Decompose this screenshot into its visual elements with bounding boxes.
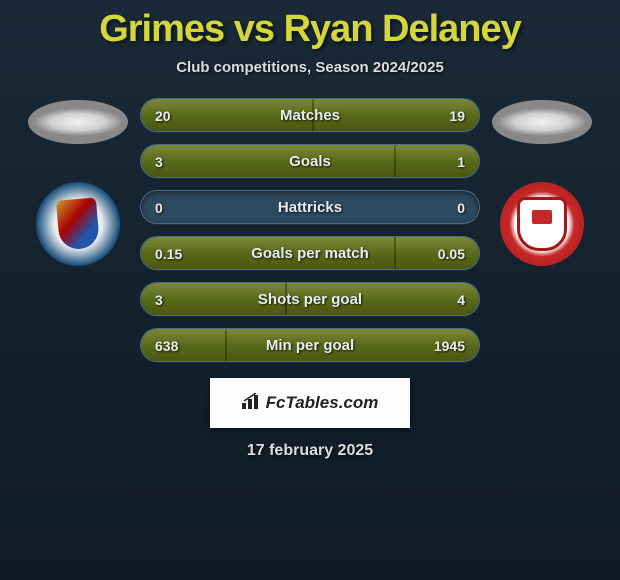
player-right-name: Ryan Delaney <box>284 8 521 50</box>
stat-label: Goals per match <box>141 237 479 270</box>
stat-label: Matches <box>141 99 479 132</box>
stat-label: Hattricks <box>141 191 479 224</box>
stat-label: Shots per goal <box>141 283 479 316</box>
club-left-badge <box>36 182 120 266</box>
comparison-infographic: Grimes vs Ryan Delaney Club competitions… <box>0 0 620 460</box>
stat-bar-shots-per-goal: 34Shots per goal <box>140 282 480 316</box>
club-right-badge <box>500 182 584 266</box>
right-column <box>492 98 592 266</box>
stats-column: 2019Matches 31Goals 00Hattricks 0.150.05Goa… <box>140 98 480 362</box>
brand-text: FcTables.com <box>266 393 379 413</box>
subtitle: Club competitions, Season 2024/2025 <box>176 59 444 76</box>
stat-label: Min per goal <box>141 329 479 362</box>
stat-bar-hattricks: 00Hattricks <box>140 190 480 224</box>
vs-separator: vs <box>234 8 274 50</box>
stat-bar-goals-per-match: 0.150.05Goals per match <box>140 236 480 270</box>
left-column <box>28 98 128 266</box>
brand-logo: FcTables.com <box>242 393 379 414</box>
chart-icon <box>242 393 262 414</box>
stat-bar-matches: 2019Matches <box>140 98 480 132</box>
stat-bar-min-per-goal: 6381945Min per goal <box>140 328 480 362</box>
date-text: 17 february 2025 <box>247 442 373 460</box>
player-left-name: Grimes <box>99 8 224 50</box>
brand-box: FcTables.com <box>210 378 410 428</box>
stat-label: Goals <box>141 145 479 178</box>
player-right-avatar <box>492 100 592 144</box>
main-row: 2019Matches 31Goals 00Hattricks 0.150.05Goa… <box>0 98 620 362</box>
page-title: Grimes vs Ryan Delaney <box>99 8 521 51</box>
player-left-avatar <box>28 100 128 144</box>
stat-bar-goals: 31Goals <box>140 144 480 178</box>
